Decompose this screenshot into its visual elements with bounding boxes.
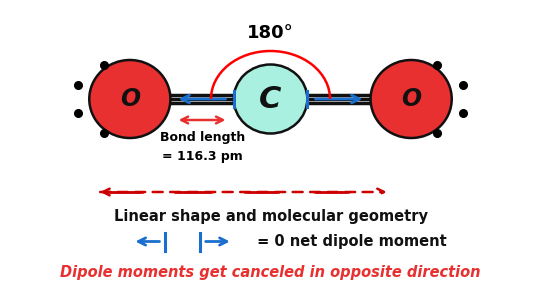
Text: O: O — [120, 87, 140, 111]
Text: = 0 net dipole moment: = 0 net dipole moment — [252, 234, 446, 249]
Ellipse shape — [371, 60, 452, 138]
Text: 180°: 180° — [247, 24, 294, 42]
Text: C: C — [259, 85, 282, 113]
Text: Linear shape and molecular geometry: Linear shape and molecular geometry — [114, 208, 427, 224]
Text: Dipole moments get canceled in opposite direction: Dipole moments get canceled in opposite … — [60, 266, 481, 280]
Text: Bond length: Bond length — [160, 130, 246, 143]
Text: O: O — [401, 87, 421, 111]
Text: = 116.3 pm: = 116.3 pm — [162, 150, 243, 163]
Ellipse shape — [234, 64, 307, 134]
Ellipse shape — [89, 60, 170, 138]
